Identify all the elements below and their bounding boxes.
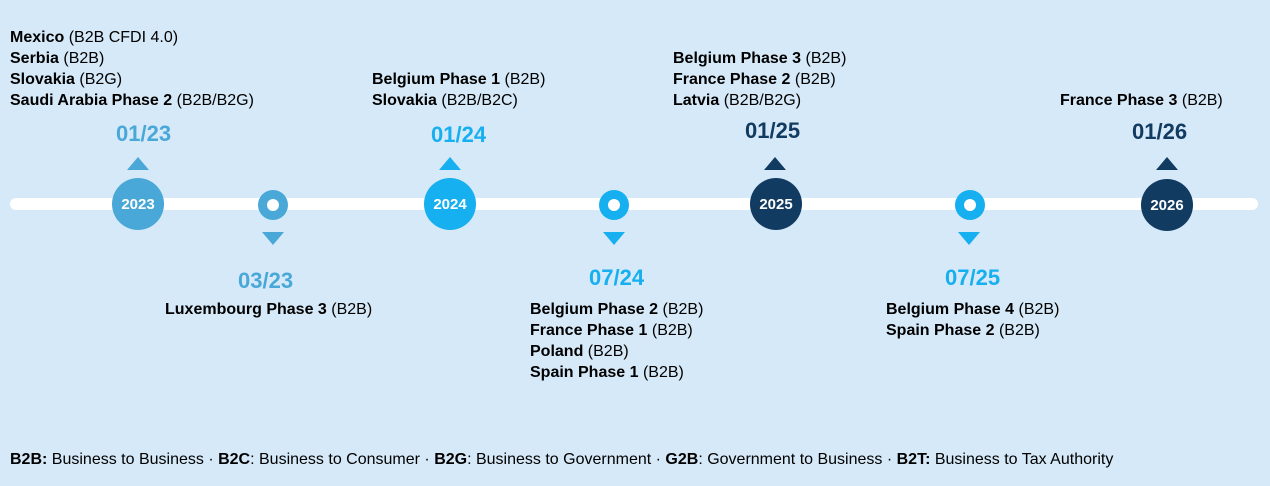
legend-definition: Business to Business	[47, 451, 204, 468]
list-item: Latvia (B2B/B2G)	[673, 92, 802, 109]
timeline-track	[10, 198, 1258, 210]
arrow-down-icon	[958, 232, 980, 245]
year-node-2023: 2023	[112, 178, 164, 230]
list-item: France Phase 2 (B2B)	[673, 71, 836, 88]
milestone-date-0125: 01/25	[745, 118, 801, 143]
legend-separator: ·	[419, 451, 435, 468]
arrow-up-icon	[439, 157, 461, 170]
milestone-date-0323: 03/23	[238, 268, 294, 293]
list-item: Mexico (B2B CFDI 4.0)	[10, 29, 179, 46]
arrow-up-icon	[127, 157, 149, 170]
legend-definition: : Business to Government	[467, 451, 652, 468]
year-node-2025: 2025	[750, 178, 802, 230]
list-item: Spain Phase 2 (B2B)	[886, 322, 1040, 339]
milestone-0123-items: Mexico (B2B CFDI 4.0) Serbia (B2B) Slova…	[10, 27, 254, 111]
arrow-down-icon	[262, 232, 284, 245]
milestone-date-0126: 01/26	[1132, 119, 1188, 144]
abbreviation-legend: B2B: Business to Business · B2C: Busines…	[10, 451, 1113, 469]
list-item: Belgium Phase 2 (B2B)	[530, 301, 704, 318]
legend-separator: ·	[203, 451, 219, 468]
milestone-node-0725	[955, 190, 985, 220]
milestone-node-0724	[599, 190, 629, 220]
list-item: Slovakia (B2B/B2C)	[372, 92, 518, 109]
milestone-0724-items: Belgium Phase 2 (B2B) France Phase 1 (B2…	[530, 299, 703, 383]
year-node-2026: 2026	[1141, 179, 1193, 231]
legend-term: B2G	[434, 451, 468, 468]
legend-separator: ·	[651, 451, 666, 468]
list-item: Spain Phase 1 (B2B)	[530, 364, 684, 381]
dot-icon	[608, 199, 620, 211]
year-node-2024: 2024	[424, 178, 476, 230]
list-item: France Phase 3 (B2B)	[1060, 92, 1223, 109]
milestone-date-0725: 07/25	[945, 265, 1001, 290]
legend-term: B2C	[218, 451, 251, 468]
list-item: Belgium Phase 4 (B2B)	[886, 301, 1060, 318]
arrow-up-icon	[1156, 157, 1178, 170]
legend-term: G2B	[665, 451, 699, 468]
milestone-date-0124: 01/24	[431, 122, 487, 147]
list-item: Slovakia (B2G)	[10, 71, 123, 88]
arrow-down-icon	[603, 232, 625, 245]
legend-definition: : Business to Consumer	[250, 451, 420, 468]
list-item: Saudi Arabia Phase 2 (B2B/B2G)	[10, 92, 254, 109]
list-item: Serbia (B2B)	[10, 50, 105, 67]
milestone-date-0724: 07/24	[589, 265, 645, 290]
list-item: Belgium Phase 3 (B2B)	[673, 50, 847, 67]
milestone-0125-items: Belgium Phase 3 (B2B) France Phase 2 (B2…	[673, 48, 846, 111]
legend-definition: : Government to Business	[698, 451, 883, 468]
milestone-0725-items: Belgium Phase 4 (B2B) Spain Phase 2 (B2B…	[886, 299, 1059, 341]
legend-term: B2T:	[896, 451, 931, 468]
milestone-0124-items: Belgium Phase 1 (B2B) Slovakia (B2B/B2C)	[372, 69, 545, 111]
milestone-0323-items: Luxembourg Phase 3 (B2B)	[165, 299, 372, 320]
arrow-up-icon	[764, 157, 786, 170]
list-item: Belgium Phase 1 (B2B)	[372, 71, 546, 88]
list-item: Poland (B2B)	[530, 343, 629, 360]
dot-icon	[267, 199, 279, 211]
list-item: France Phase 1 (B2B)	[530, 322, 693, 339]
milestone-0126-items: France Phase 3 (B2B)	[1060, 90, 1223, 111]
milestone-node-0323	[258, 190, 288, 220]
milestone-date-0123: 01/23	[116, 121, 172, 146]
list-item: Luxembourg Phase 3 (B2B)	[165, 301, 373, 318]
dot-icon	[964, 199, 976, 211]
legend-definition: Business to Tax Authority	[930, 451, 1114, 468]
legend-separator: ·	[882, 451, 897, 468]
legend-term: B2B:	[10, 451, 48, 468]
